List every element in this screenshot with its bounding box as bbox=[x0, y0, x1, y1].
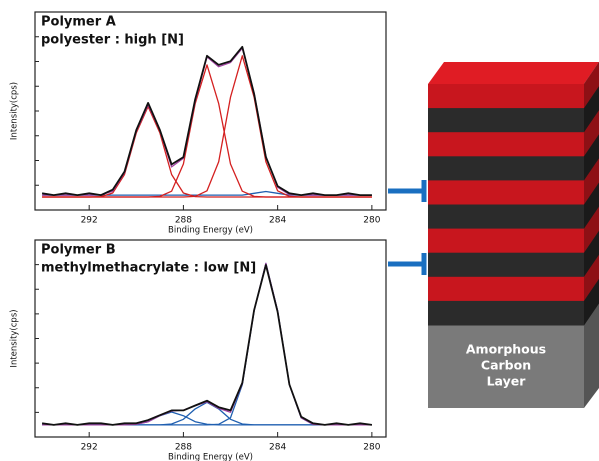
chart-subtitle: methylmethacrylate : low [N] bbox=[41, 261, 256, 276]
layer-stripe bbox=[428, 180, 584, 205]
layer-label: Layer bbox=[487, 374, 527, 389]
layer-label: Amorphous bbox=[466, 342, 546, 357]
layer-label: Carbon bbox=[481, 358, 531, 373]
layer-stripe-side bbox=[584, 278, 599, 326]
x-tick-label: 288 bbox=[175, 443, 192, 453]
spectrum-line bbox=[41, 264, 373, 426]
chart-title: Polymer B bbox=[41, 243, 116, 258]
spectrum-line bbox=[41, 45, 372, 196]
layer-stripe bbox=[428, 132, 584, 157]
layer-stripe bbox=[428, 252, 584, 278]
chart-subtitle: polyester : high [N] bbox=[41, 33, 184, 48]
spectrum-line bbox=[42, 105, 372, 198]
y-axis-label: Intensity(cps) bbox=[10, 309, 20, 367]
layer-stripe bbox=[428, 108, 584, 133]
layer-stack: Amorphous Carbon Layer bbox=[428, 62, 599, 408]
x-tick-label: 288 bbox=[175, 216, 192, 226]
x-axis-label: Binding Energy (eV) bbox=[168, 453, 253, 461]
layer-stripe-side bbox=[584, 254, 599, 302]
layer-stripe bbox=[428, 204, 584, 230]
layer-stripe bbox=[428, 300, 584, 326]
spectrum-line bbox=[42, 64, 372, 198]
spectrum-line bbox=[42, 47, 372, 196]
layer-stripe bbox=[428, 228, 584, 254]
layer-stripe-side bbox=[584, 134, 599, 181]
layer-stripe bbox=[428, 156, 584, 181]
x-tick-label: 292 bbox=[81, 216, 98, 226]
layer-stripe-side bbox=[584, 86, 599, 133]
carbon-layer bbox=[428, 325, 584, 408]
connector bbox=[388, 180, 427, 275]
chart-title: Polymer A bbox=[41, 15, 116, 30]
x-tick-label: 280 bbox=[363, 443, 380, 453]
x-tick-label: 284 bbox=[269, 216, 286, 226]
layer-stripe-side bbox=[584, 206, 599, 254]
layer-stripe-side bbox=[584, 182, 599, 230]
layer-stripe bbox=[428, 276, 584, 302]
spectrum-line bbox=[42, 55, 372, 198]
spectrum-line bbox=[42, 401, 372, 426]
x-tick-label: 284 bbox=[269, 443, 286, 453]
layer-stripe-side bbox=[584, 110, 599, 157]
x-tick-label: 292 bbox=[81, 443, 98, 453]
layer-stripe-side bbox=[584, 158, 599, 205]
x-axis-label: Binding Energy (eV) bbox=[168, 226, 253, 236]
x-tick-label: 280 bbox=[363, 216, 380, 226]
layer-stripe-side bbox=[584, 230, 599, 278]
layer-stripe bbox=[428, 84, 584, 109]
block-top bbox=[428, 62, 599, 84]
layer-stripe-side bbox=[584, 62, 599, 109]
y-axis-label: Intensity(cps) bbox=[10, 82, 20, 140]
